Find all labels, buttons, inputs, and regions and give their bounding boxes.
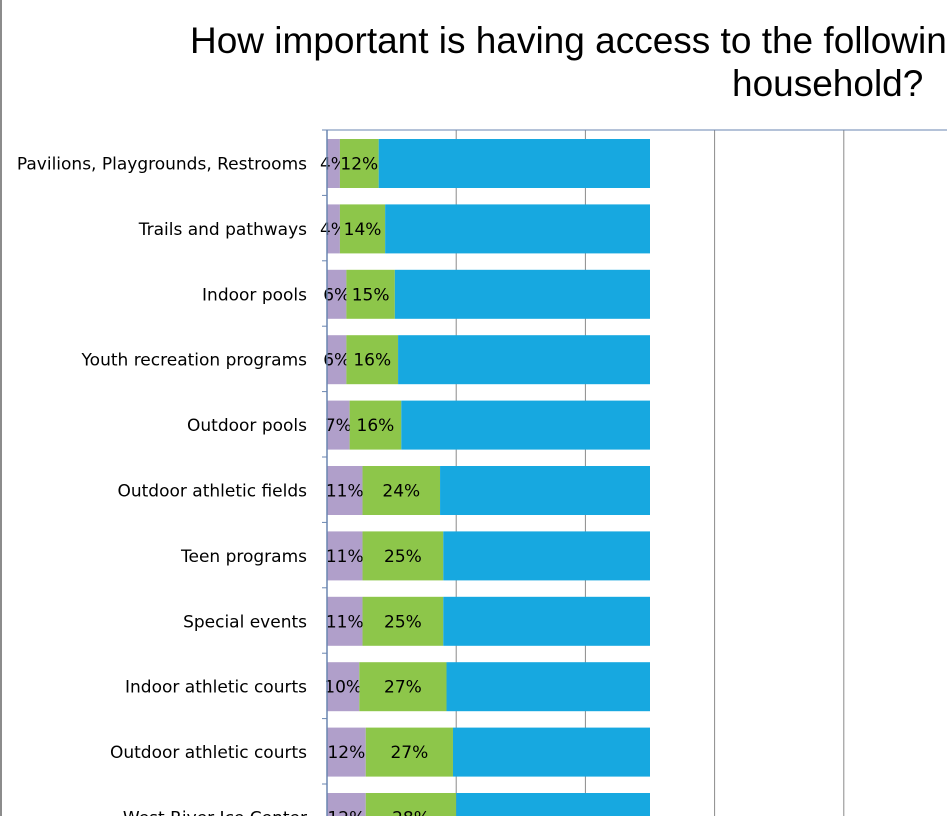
bar-segment-2 — [362, 466, 441, 515]
bar-segment-3 — [378, 139, 650, 188]
bar-segment-1 — [327, 727, 366, 777]
data-label: 27% — [390, 743, 428, 763]
data-label: 16% — [357, 416, 395, 436]
bar-segment-2 — [362, 596, 444, 646]
bar-segment-3 — [446, 662, 650, 712]
category-label: Teen programs — [180, 547, 307, 567]
category-label: Indoor pools — [202, 285, 307, 305]
bar-segment-1 — [327, 466, 363, 515]
bar-segment-2 — [362, 531, 444, 581]
bar-segment-1 — [327, 139, 340, 188]
data-label: 6% — [323, 285, 350, 305]
bar-segment-3 — [440, 466, 650, 515]
data-label: 11% — [326, 612, 364, 632]
bar-segment-2 — [349, 400, 402, 450]
data-label: 6% — [323, 351, 350, 371]
category-label: Youth recreation programs — [81, 351, 308, 371]
data-label: 14% — [344, 220, 382, 240]
bar-segment-3 — [443, 596, 650, 646]
bar-segment-3 — [443, 531, 650, 581]
category-label: Outdoor athletic courts — [110, 743, 307, 763]
bar-segment-1 — [327, 596, 363, 646]
category-label: Outdoor pools — [187, 416, 307, 436]
bar-segment-3 — [401, 400, 650, 450]
data-label: 7% — [325, 416, 352, 436]
bar-segment-1 — [327, 204, 340, 254]
bar-segment-3 — [385, 204, 650, 254]
bar-segment-3 — [394, 269, 650, 319]
data-label: 11% — [326, 482, 364, 502]
data-label: 25% — [384, 547, 422, 567]
bar-segment-1 — [327, 269, 347, 319]
category-label: West River Ice Center — [123, 809, 307, 816]
data-label: 11% — [326, 547, 364, 567]
data-label: 27% — [384, 678, 422, 698]
chart-title-line-1: How important is having access to the fo… — [190, 20, 947, 61]
bar-segment-3 — [456, 793, 650, 816]
bar-segment-1 — [327, 400, 350, 450]
bar-segment-2 — [339, 204, 386, 254]
bar-segment-3 — [452, 727, 650, 777]
bar-segment-2 — [365, 727, 453, 777]
category-label: Indoor athletic courts — [125, 678, 307, 698]
bar-segment-1 — [327, 531, 363, 581]
data-label: 15% — [352, 285, 390, 305]
bar-segment-1 — [327, 662, 360, 712]
data-label: 10% — [324, 678, 362, 698]
bar-segment-1 — [327, 793, 366, 816]
chart-title-line-2: household? — [732, 63, 924, 104]
data-label: 24% — [382, 482, 420, 502]
bar-segment-2 — [339, 139, 379, 188]
bar-segment-2 — [359, 662, 447, 712]
data-label: 12% — [327, 809, 365, 816]
data-label: 28% — [392, 809, 430, 816]
category-label: Outdoor athletic fields — [117, 482, 307, 502]
data-label: 25% — [384, 612, 422, 632]
bar-segment-3 — [398, 335, 650, 385]
bar-segment-1 — [327, 335, 347, 385]
category-label: Special events — [183, 612, 307, 632]
bar-segment-2 — [346, 269, 395, 319]
category-label: Pavilions, Playgrounds, Restrooms — [17, 155, 307, 175]
data-label: 12% — [327, 743, 365, 763]
data-label: 12% — [340, 155, 378, 175]
bar-segment-2 — [365, 793, 457, 816]
category-label: Trails and pathways — [138, 220, 307, 240]
bar-segment-2 — [346, 335, 399, 385]
data-label: 16% — [353, 351, 391, 371]
